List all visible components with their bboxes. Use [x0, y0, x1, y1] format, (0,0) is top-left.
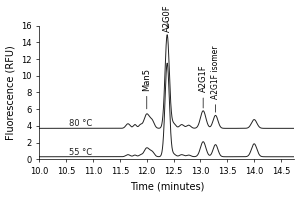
- Y-axis label: Fluorescence (RFU): Fluorescence (RFU): [6, 45, 16, 140]
- Text: 55 °C: 55 °C: [69, 148, 92, 157]
- Text: A2G0F: A2G0F: [163, 5, 172, 32]
- Text: 80 °C: 80 °C: [69, 119, 92, 128]
- Text: A2G1F isomer: A2G1F isomer: [211, 46, 220, 112]
- Text: A2G1F: A2G1F: [199, 65, 208, 108]
- X-axis label: Time (minutes): Time (minutes): [130, 181, 204, 191]
- Text: Man5: Man5: [142, 68, 151, 109]
